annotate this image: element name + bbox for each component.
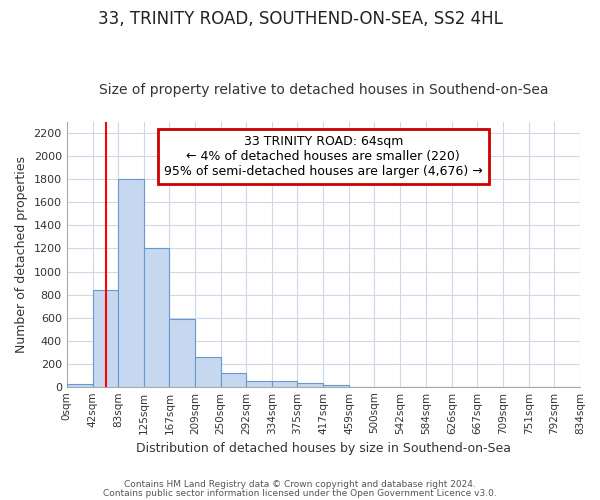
Text: 33, TRINITY ROAD, SOUTHEND-ON-SEA, SS2 4HL: 33, TRINITY ROAD, SOUTHEND-ON-SEA, SS2 4… xyxy=(98,10,502,28)
Bar xyxy=(323,384,349,386)
Bar xyxy=(247,382,272,386)
Bar xyxy=(169,318,196,386)
X-axis label: Distribution of detached houses by size in Southend-on-Sea: Distribution of detached houses by size … xyxy=(136,442,511,455)
Bar xyxy=(221,373,247,386)
Title: Size of property relative to detached houses in Southend-on-Sea: Size of property relative to detached ho… xyxy=(98,83,548,97)
Bar xyxy=(298,383,323,386)
Bar xyxy=(196,358,221,386)
Text: Contains public sector information licensed under the Open Government Licence v3: Contains public sector information licen… xyxy=(103,488,497,498)
Text: 33 TRINITY ROAD: 64sqm
← 4% of detached houses are smaller (220)
95% of semi-det: 33 TRINITY ROAD: 64sqm ← 4% of detached … xyxy=(164,135,483,178)
Text: Contains HM Land Registry data © Crown copyright and database right 2024.: Contains HM Land Registry data © Crown c… xyxy=(124,480,476,489)
Bar xyxy=(118,180,143,386)
Bar xyxy=(143,248,169,386)
Y-axis label: Number of detached properties: Number of detached properties xyxy=(15,156,28,352)
Bar xyxy=(92,290,118,386)
Bar xyxy=(67,384,92,386)
Bar xyxy=(272,382,298,386)
